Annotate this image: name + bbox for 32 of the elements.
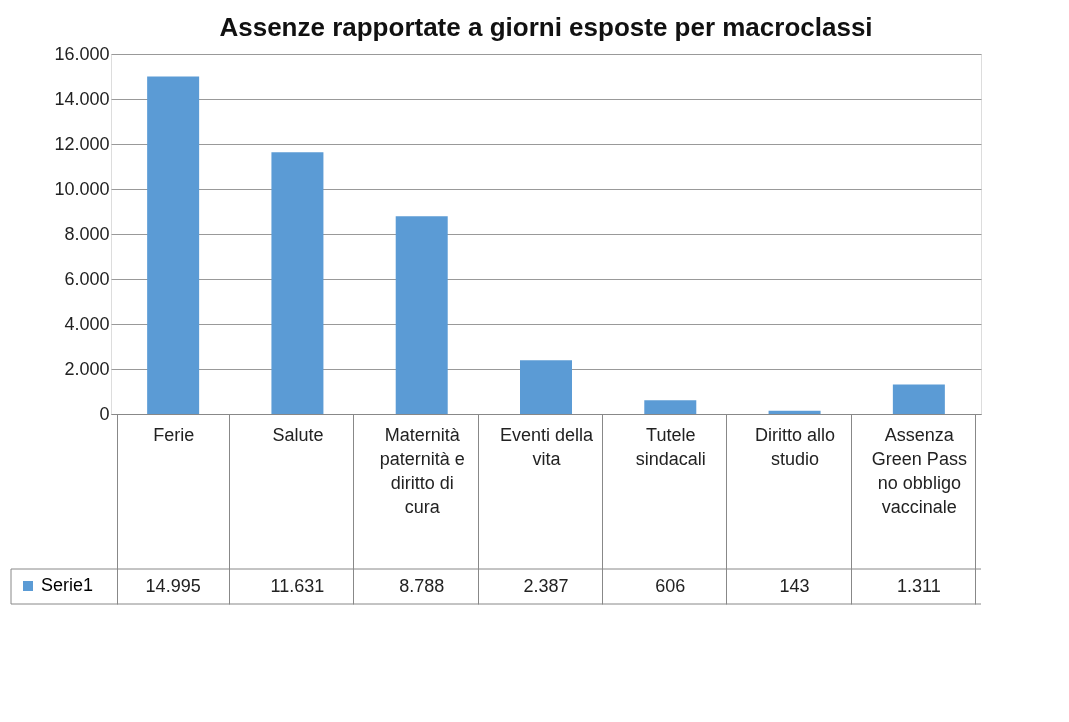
y-tick-label: 2.000 xyxy=(64,358,110,379)
y-tick-label: 12.000 xyxy=(54,133,110,154)
data-label: 8.788 xyxy=(399,576,445,596)
data-label: 14.995 xyxy=(145,576,201,596)
bar xyxy=(395,216,448,414)
x-tick-label: Maternità paternità e diritto di cura xyxy=(379,424,465,517)
y-tick-label: 0 xyxy=(99,403,110,424)
y-tick-label: 10.000 xyxy=(54,178,110,199)
data-label: 1.311 xyxy=(897,576,941,596)
y-tick-label: 8.000 xyxy=(64,223,110,244)
y-tick-label: 16.000 xyxy=(54,43,110,64)
bar xyxy=(892,384,945,414)
chart-title: Assenze rapportate a giorni esposte per macroclassi xyxy=(219,12,873,42)
x-tick-label: Salute xyxy=(272,424,324,445)
x-tick-label: Eventi della vita xyxy=(499,424,595,469)
bar xyxy=(520,360,572,414)
x-tick-label: Ferie xyxy=(153,424,195,445)
y-tick-label: 4.000 xyxy=(64,313,110,334)
y-tick-label: 6.000 xyxy=(64,268,110,289)
bar xyxy=(271,152,324,414)
bar xyxy=(644,400,697,414)
data-label: 143 xyxy=(779,576,810,596)
bar xyxy=(768,410,821,414)
x-tick-label: Assenza Green Pass no obbligo vaccinale xyxy=(871,424,967,517)
data-label: 11.631 xyxy=(270,576,325,596)
x-tick-label: Tutele sindacali xyxy=(635,424,706,469)
y-tick-label: 14.000 xyxy=(54,88,110,109)
data-label: 2.387 xyxy=(523,576,569,596)
data-label: 606 xyxy=(655,576,686,596)
x-tick-label: Diritto allo studio xyxy=(755,424,836,469)
legend-label: Serie1 xyxy=(41,575,94,595)
bar xyxy=(147,76,200,414)
